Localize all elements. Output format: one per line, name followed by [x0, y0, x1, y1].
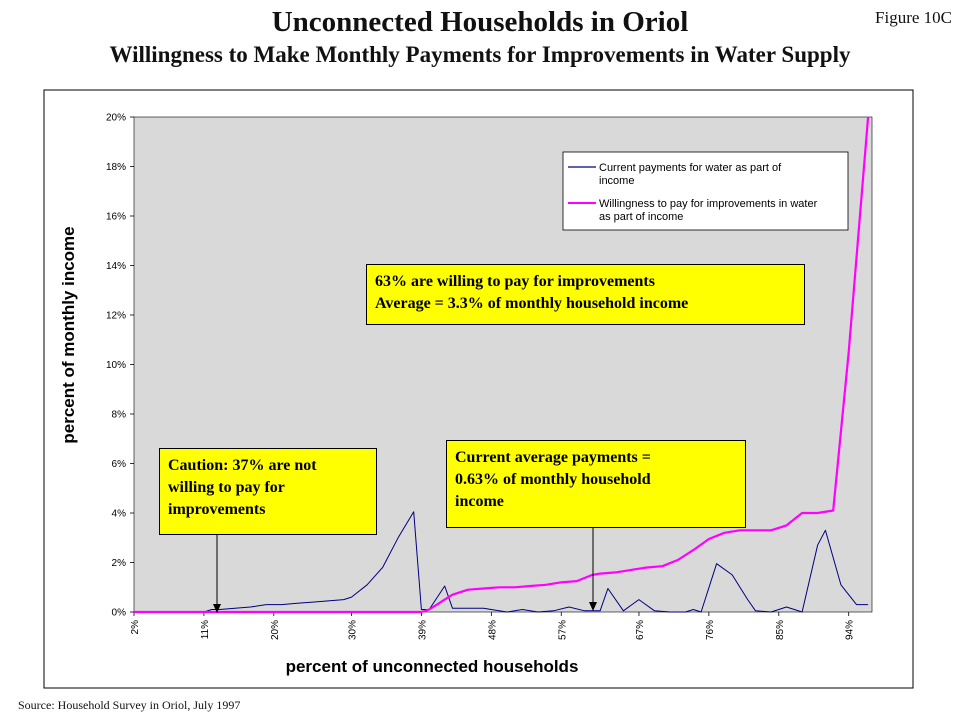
x-tick-label: 94% — [845, 620, 856, 640]
y-axis-title: percent of monthly income — [59, 226, 78, 443]
x-tick-label: 11% — [200, 620, 211, 639]
x-tick-label: 67% — [635, 620, 646, 640]
y-tick-label: 10% — [106, 360, 126, 371]
callout-caution: Caution: 37% are not willing to pay for … — [159, 448, 377, 535]
y-tick-label: 0% — [112, 608, 127, 619]
y-tick-label: 16% — [106, 212, 126, 223]
callout-willing-line2: Average = 3.3% of monthly household inco… — [375, 295, 689, 312]
x-tick-label: 20% — [270, 620, 281, 640]
callout-willing-line1: 63% are willing to pay for improvements — [375, 273, 655, 290]
x-tick-label: 2% — [130, 620, 141, 635]
legend-label-current-line2: income — [599, 175, 634, 187]
source-note: Source: Household Survey in Oriol, July … — [18, 698, 241, 712]
x-tick-label: 39% — [417, 620, 428, 640]
series-line-current-payments — [134, 511, 869, 613]
callout-current-line2: 0.63% of monthly household — [455, 471, 651, 488]
arrow-current-average — [589, 528, 597, 611]
callout-caution-line1: Caution: 37% are not — [168, 457, 317, 474]
callout-caution-line2: willing to pay for — [168, 479, 285, 496]
legend-label-willingness-line2: as part of income — [599, 211, 683, 223]
legend-label-willingness-line1: Willingness to pay for improvements in w… — [599, 198, 818, 210]
legend-label-current-line1: Current payments for water as part of — [599, 162, 782, 174]
y-tick-label: 20% — [106, 113, 126, 124]
y-tick-label: 6% — [112, 459, 127, 470]
y-tick-label: 8% — [112, 410, 127, 421]
legend: Current payments for water as part of in… — [562, 151, 849, 231]
chart-subtitle: Willingness to Make Monthly Payments for… — [109, 42, 851, 67]
x-tick-label: 30% — [348, 620, 359, 640]
legend-box — [562, 151, 849, 231]
y-tick-label: 4% — [112, 509, 127, 520]
y-tick-label: 18% — [106, 162, 126, 173]
callout-current-average: Current average payments = 0.63% of mont… — [446, 440, 746, 528]
y-tick-label: 12% — [106, 311, 126, 322]
series-line-willingness — [134, 116, 870, 614]
callout-current-line3: income — [455, 493, 504, 510]
callout-caution-line3: improvements — [168, 501, 266, 518]
x-axis-title: percent of unconnected households — [286, 657, 579, 676]
x-tick-label: 76% — [705, 620, 716, 640]
y-tick-label: 14% — [106, 261, 126, 272]
callout-willing: 63% are willing to pay for improvements … — [366, 264, 805, 325]
figure-label: Figure 10C — [875, 8, 952, 27]
x-tick-label: 57% — [557, 620, 568, 640]
callout-current-line1: Current average payments = — [455, 449, 651, 466]
arrow-caution — [213, 532, 221, 613]
x-tick-label: 85% — [775, 620, 786, 640]
x-tick-label: 48% — [487, 620, 498, 640]
chart-title: Unconnected Households in Oriol — [271, 6, 689, 38]
y-tick-label: 2% — [112, 558, 127, 569]
